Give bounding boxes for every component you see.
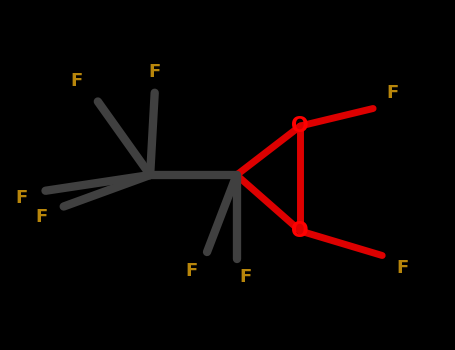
Text: F: F <box>386 84 398 102</box>
Text: F: F <box>36 208 48 226</box>
Text: F: F <box>185 262 197 280</box>
Text: F: F <box>240 267 252 286</box>
Text: F: F <box>71 71 82 90</box>
Text: F: F <box>397 259 409 277</box>
Text: O: O <box>292 116 309 136</box>
Text: F: F <box>15 189 27 207</box>
Text: F: F <box>149 63 161 81</box>
Text: O: O <box>292 221 309 241</box>
